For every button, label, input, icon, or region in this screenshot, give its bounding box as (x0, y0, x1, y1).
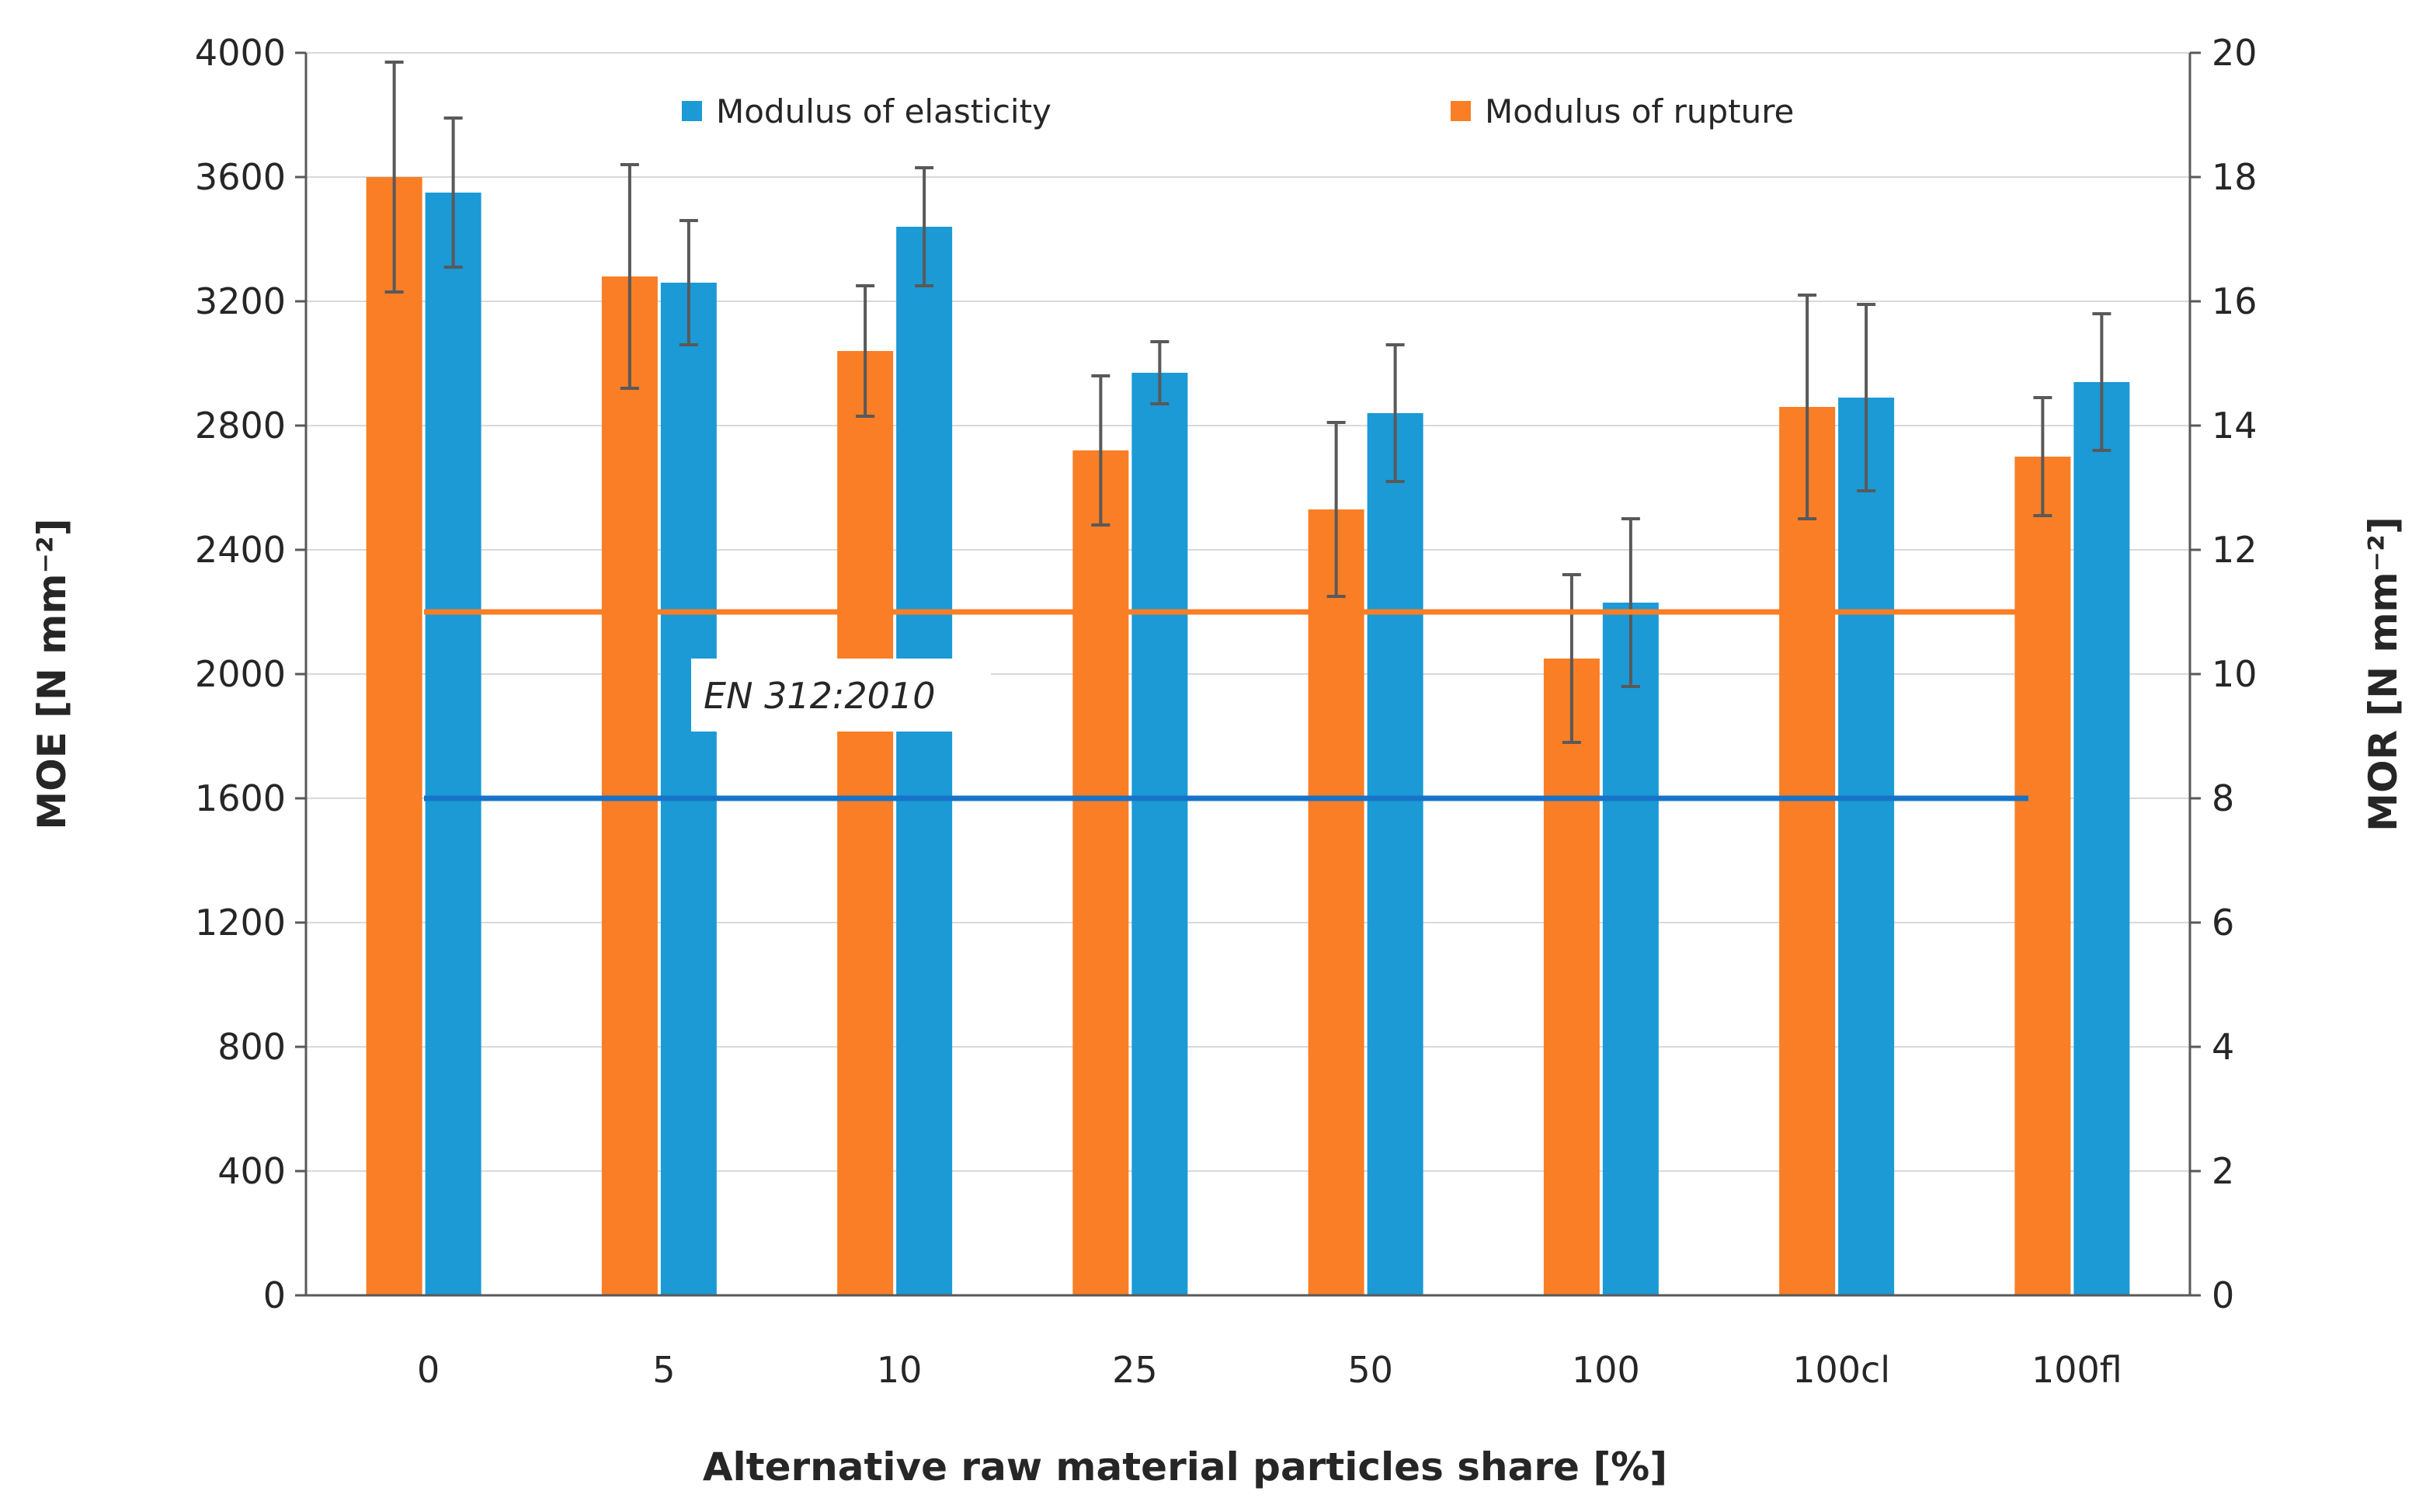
bar-mor-100 (1543, 659, 1600, 1295)
x-ticks: 0 5 10 25 50 100 100cl 100fl (417, 1349, 2122, 1391)
bar-moe-5 (660, 283, 717, 1295)
annotation-box (691, 659, 991, 732)
y-tick-label-right: 18 (2212, 156, 2257, 198)
legend-swatch-mor (1451, 101, 1471, 121)
error-bars (384, 61, 2111, 744)
y-ticks-right: 0 2 4 6 8 10 12 14 16 18 20 (2190, 32, 2257, 1316)
y-tick-label-right: 16 (2212, 280, 2257, 322)
x-tick-label-5: 5 (652, 1349, 675, 1391)
error-bar-mor-100fl (2033, 396, 2052, 517)
y-tick-label-right: 8 (2212, 777, 2234, 819)
reference-lines (424, 609, 2028, 801)
bar-moe-100 (1602, 603, 1659, 1295)
error-bar-moe-25 (1150, 340, 1170, 405)
x-tick-label-25: 25 (1112, 1349, 1158, 1391)
bar-mor-0 (366, 177, 422, 1295)
bar-moe-10 (896, 227, 953, 1295)
y-tick-label-left: 3600 (195, 156, 286, 198)
error-bar-moe-50 (1385, 343, 1405, 483)
bar-moe-100fl (2073, 382, 2130, 1295)
x-tick-label-50: 50 (1347, 1349, 1393, 1391)
y-ticks-left: 0 400 800 1200 1600 2000 2400 2800 3200 3600 4000 (195, 32, 306, 1316)
y-tick-label-right: 10 (2212, 653, 2257, 695)
y-tick-label-left: 1200 (195, 902, 286, 944)
legend-label-mor: Modulus of rupture (1485, 92, 1794, 130)
bar-moe-25 (1131, 373, 1188, 1295)
error-bar-mor-5 (620, 163, 639, 390)
x-tick-label-0: 0 (417, 1349, 440, 1391)
x-tick-label-10: 10 (877, 1349, 923, 1391)
legend-label-moe: Modulus of elasticity (716, 92, 1051, 130)
error-bar-moe-0 (443, 116, 463, 269)
bar-mor-50 (1308, 509, 1364, 1295)
error-bar-moe-100 (1621, 517, 1640, 688)
error-bar-moe-100fl (2092, 312, 2111, 452)
y-tick-label-left: 800 (217, 1026, 286, 1068)
y-tick-label-right: 2 (2212, 1150, 2234, 1192)
y-tick-label-right: 14 (2212, 405, 2257, 447)
bar-mor-25 (1072, 450, 1129, 1295)
y-tick-label-left: 0 (263, 1274, 286, 1316)
standard-annotation: EN 312:2010 (704, 675, 935, 717)
y-axis-title-right: MOR [N mm⁻²] (2361, 516, 2406, 832)
y-tick-label-right: 4 (2212, 1026, 2234, 1068)
y-tick-label-left: 2800 (195, 405, 286, 447)
y-tick-label-left: 4000 (195, 32, 286, 74)
y-tick-label-right: 12 (2212, 529, 2257, 571)
legend: Modulus of elasticity Modulus of rupture (682, 92, 1794, 130)
x-tick-label-100: 100 (1572, 1349, 1640, 1391)
error-bar-mor-25 (1091, 374, 1110, 527)
error-bar-mor-100cl (1798, 294, 1817, 520)
error-bar-mor-0 (384, 61, 404, 294)
bar-mor-100cl (1779, 407, 1836, 1295)
x-axis-title: Alternative raw material particles share… (703, 1444, 1667, 1489)
error-bar-mor-100 (1562, 573, 1581, 744)
legend-swatch-moe (682, 101, 702, 121)
bar-moe-0 (425, 193, 481, 1295)
x-tick-label-100cl: 100cl (1792, 1349, 1890, 1391)
bar-mor-10 (837, 351, 894, 1295)
y-tick-label-left: 1600 (195, 777, 286, 819)
bar-mor-5 (601, 276, 658, 1295)
y-tick-label-left: 2400 (195, 529, 286, 571)
bar-moe-100cl (1838, 398, 1895, 1295)
y-axis-title-left: MOE [N mm⁻²] (30, 518, 75, 829)
x-tick-label-100fl: 100fl (2032, 1349, 2122, 1391)
y-tick-label-left: 2000 (195, 653, 286, 695)
error-bar-moe-5 (679, 219, 698, 346)
bar-moe-50 (1367, 413, 1423, 1295)
y-tick-label-right: 20 (2212, 32, 2257, 74)
error-bar-mor-50 (1326, 421, 1346, 598)
y-tick-label-left: 3200 (195, 280, 286, 322)
bar-mor-100fl (2014, 457, 2071, 1295)
y-tick-label-right: 0 (2212, 1274, 2234, 1316)
bars (366, 177, 2130, 1295)
error-bar-moe-100cl (1857, 303, 1876, 492)
error-bar-moe-10 (915, 166, 934, 287)
y-tick-label-left: 400 (217, 1150, 286, 1192)
error-bar-mor-10 (856, 284, 875, 418)
y-tick-label-right: 6 (2212, 902, 2234, 944)
